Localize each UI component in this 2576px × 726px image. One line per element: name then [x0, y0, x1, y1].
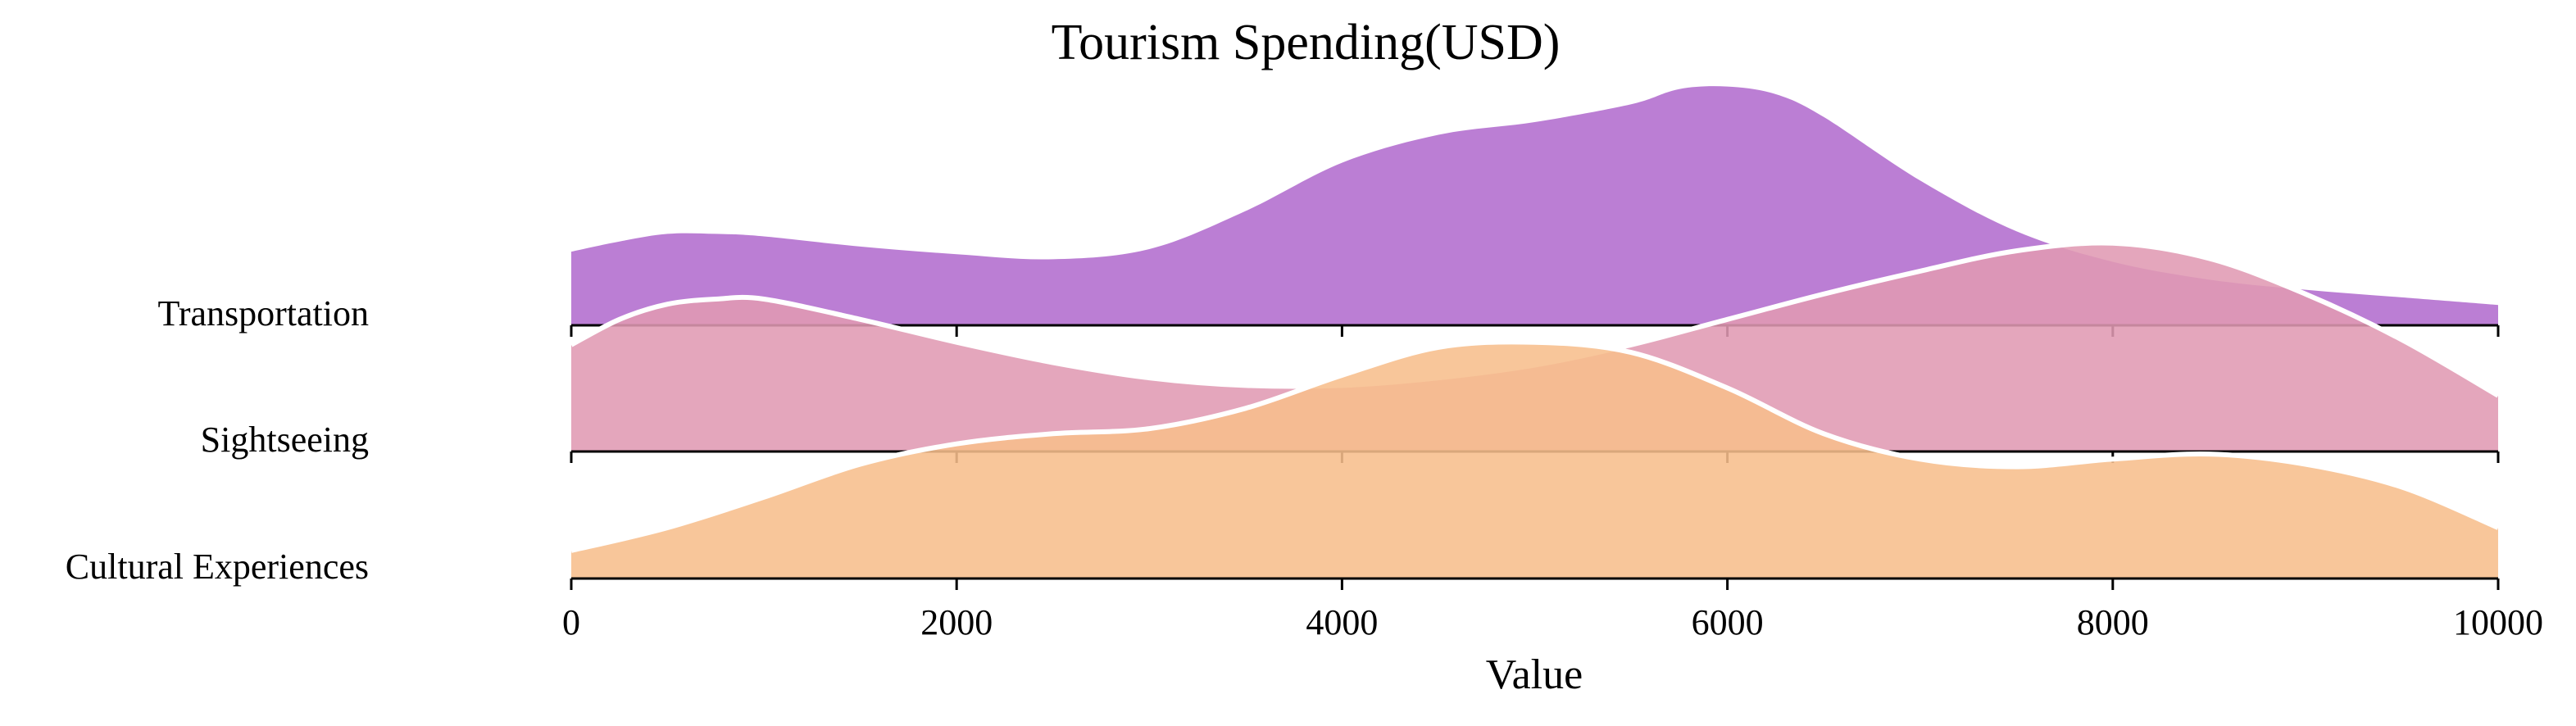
chart-title: Tourism Spending(USD) — [1052, 15, 1561, 70]
x-tick-label: 10000 — [2453, 602, 2543, 642]
category-label-cultural-experiences: Cultural Experiences — [66, 547, 369, 587]
x-tick-label: 2000 — [920, 602, 993, 642]
ridges-group: Transportation Sightseeing Cultural Experi… — [66, 86, 2500, 590]
x-tick-label: 0 — [562, 602, 580, 642]
ridge-cultural-experiences: Cultural Experiences — [66, 339, 2500, 590]
x-tick-label: 8000 — [2077, 602, 2149, 642]
x-tick-label: 4000 — [1306, 602, 1378, 642]
category-label-transportation: Transportation — [158, 293, 370, 334]
x-tick-label: 6000 — [1692, 602, 1764, 642]
density-area-sightseeing — [571, 243, 2498, 451]
density-outline-cultural-experiences — [570, 339, 2500, 553]
density-area-cultural-experiences — [571, 342, 2498, 579]
category-label-sightseeing: Sightseeing — [201, 420, 369, 460]
x-axis-ticks: 0 2000 4000 6000 8000 10000 — [562, 602, 2543, 642]
x-axis-title: Value — [1486, 651, 1583, 698]
